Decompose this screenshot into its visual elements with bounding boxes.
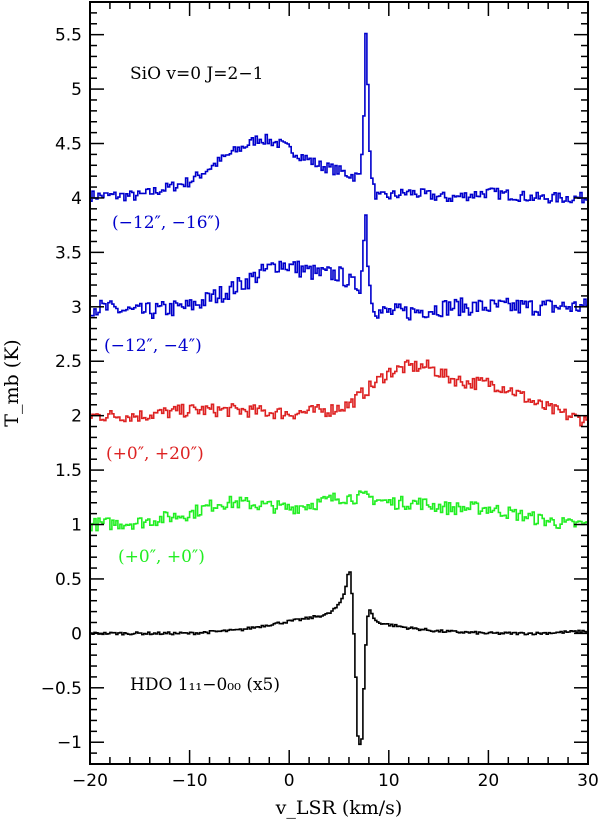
x-tick-label: 10: [378, 771, 400, 791]
axis-ticks: [89, 2, 589, 765]
y-tick-label: 2: [71, 407, 82, 427]
y-tick-label: 1.5: [55, 461, 82, 481]
plot-frame: [89, 1, 589, 765]
y-axis-title: T_mb (K): [1, 339, 23, 426]
series-lines: [90, 32, 588, 746]
series-line-5: [90, 571, 588, 746]
series-label-3: (+0″, +20″): [106, 444, 204, 464]
y-tick-label: 5.5: [55, 26, 82, 46]
y-tick-label: 3.5: [55, 243, 82, 263]
y-tick-label: 3: [71, 298, 82, 318]
y-tick-label: 0.5: [55, 570, 82, 590]
series-label-2: (−12″, −4″): [104, 336, 202, 356]
series-line-1: [90, 32, 588, 204]
y-tick-label: 0: [71, 624, 82, 644]
y-tick-label: −1: [57, 733, 82, 753]
x-axis-title: v_LSR (km/s): [275, 797, 403, 819]
y-tick-label: 1: [71, 516, 82, 536]
axis-tick-labels: −20 −10 0 10 20 30 −1 −0.5 0 0.5 1 1.5 2 2.5 3 3.5 4 4.5 5…: [41, 26, 599, 791]
y-tick-label: 5: [71, 80, 82, 100]
series-label-4: (+0″, +0″): [118, 547, 205, 567]
x-tick-label: −20: [72, 771, 108, 791]
x-tick-label: 20: [478, 771, 500, 791]
y-tick-label: −0.5: [41, 679, 82, 699]
series-label-1: (−12″, −16″): [112, 213, 221, 233]
y-tick-label: 4: [71, 189, 82, 209]
y-tick-label: 4.5: [55, 135, 82, 155]
series-line-4: [90, 490, 588, 532]
annotation-sio: SiO v=0 J=2−1: [130, 64, 263, 84]
annotation-hdo: HDO 1₁₁−0₀₀ (x5): [130, 675, 280, 695]
y-tick-label: 2.5: [55, 352, 82, 372]
series-line-2: [90, 214, 588, 321]
series-line-3: [90, 359, 588, 427]
x-tick-label: 30: [577, 771, 599, 791]
x-tick-label: 0: [284, 771, 295, 791]
x-tick-label: −10: [172, 771, 208, 791]
